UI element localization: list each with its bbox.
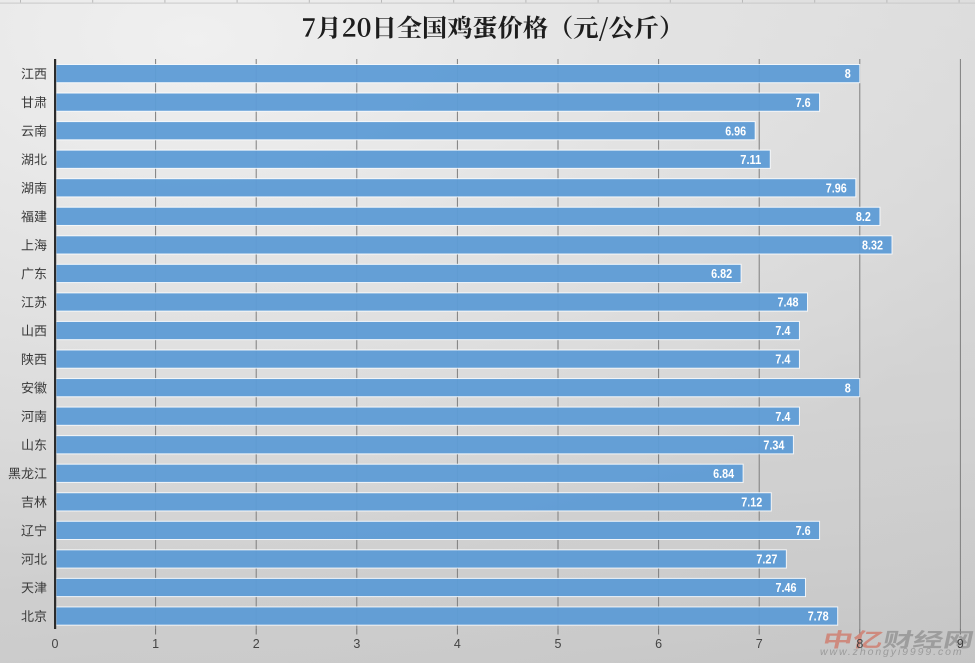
svg-text:7.46: 7.46 [776,581,797,595]
svg-text:8: 8 [845,381,851,395]
svg-text:7.4: 7.4 [775,410,790,424]
svg-text:6.96: 6.96 [725,124,746,138]
svg-text:0: 0 [52,637,59,651]
svg-text:2: 2 [253,637,260,651]
svg-text:7.12: 7.12 [741,495,762,509]
svg-text:7.96: 7.96 [826,181,847,195]
svg-text:6: 6 [655,637,662,651]
svg-text:7.48: 7.48 [778,296,799,310]
svg-text:7.27: 7.27 [756,553,777,567]
svg-text:6.82: 6.82 [711,267,732,281]
svg-text:7.34: 7.34 [763,438,784,452]
svg-text:8.32: 8.32 [862,239,883,253]
svg-text:7.6: 7.6 [796,96,811,110]
svg-text:3: 3 [353,637,360,651]
svg-text:7.78: 7.78 [808,610,829,624]
svg-text:7: 7 [756,637,763,651]
svg-text:7.6: 7.6 [796,524,811,538]
svg-text:6.84: 6.84 [713,467,734,481]
svg-text:www.zhongyi9999.com: www.zhongyi9999.com [820,646,964,658]
svg-text:8: 8 [856,637,863,651]
svg-text:5: 5 [555,637,562,651]
svg-text:7.11: 7.11 [740,153,761,167]
svg-text:8.2: 8.2 [856,210,871,224]
svg-text:4: 4 [454,637,461,651]
svg-text:7.4: 7.4 [775,324,790,338]
svg-text:9: 9 [957,637,964,651]
svg-text:8: 8 [845,67,851,81]
svg-text:1: 1 [152,637,159,651]
svg-text:7.4: 7.4 [775,353,790,367]
